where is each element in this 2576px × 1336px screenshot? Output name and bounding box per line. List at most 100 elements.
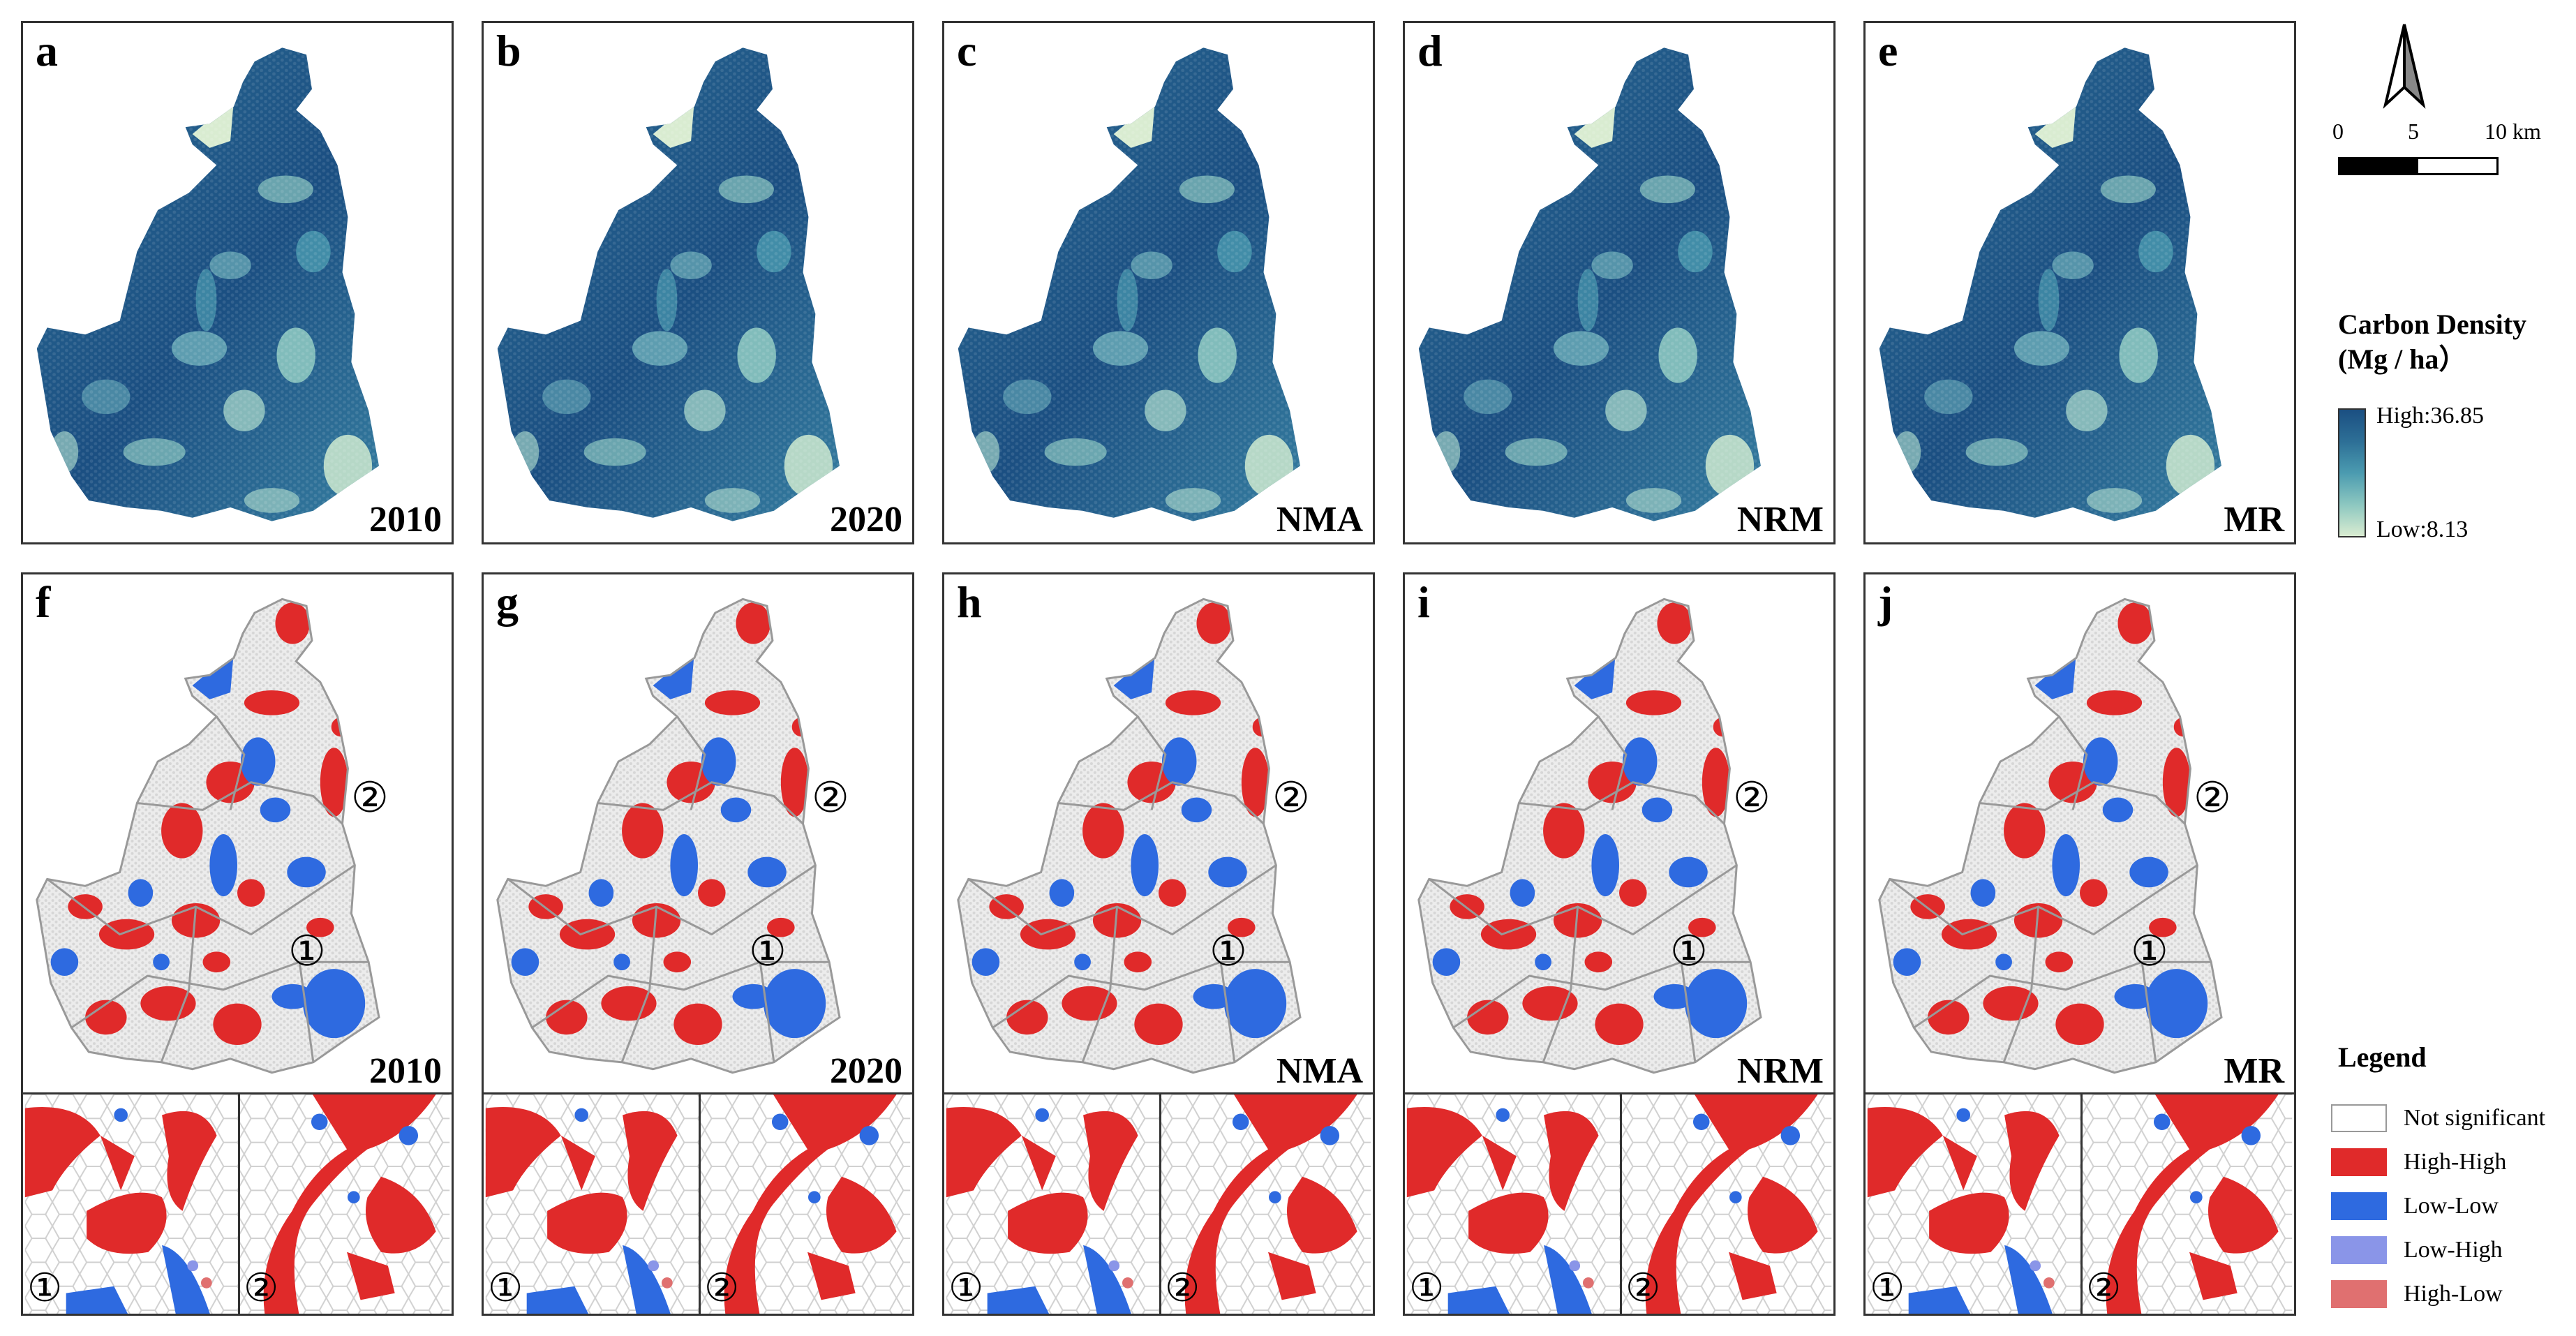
- scenario-label: NMA: [1276, 500, 1363, 540]
- zoom-inset-h: ① ②: [942, 1092, 1375, 1316]
- carbon-map: [1405, 23, 1833, 542]
- panel-letter: i: [1417, 577, 1430, 627]
- zoom-inset-i: ① ②: [1403, 1092, 1836, 1316]
- carbon-map: [484, 23, 912, 542]
- scenario-label: MR: [2224, 500, 2284, 540]
- panel-letter: f: [36, 577, 51, 627]
- panel-letter: c: [957, 26, 977, 75]
- lisa-map-panel-j: j MR ① ②: [1863, 572, 2296, 1096]
- zoom-label-1: ①: [488, 1266, 523, 1311]
- zone-marker-2: ②: [351, 773, 389, 822]
- zone-marker-2: ②: [2194, 773, 2231, 822]
- zoom-label-2: ②: [2086, 1266, 2122, 1311]
- north-arrow-icon: [2383, 24, 2426, 109]
- scenario-label: 2010: [369, 1051, 442, 1091]
- panel-letter: j: [1878, 577, 1893, 627]
- zoom-label-2: ②: [704, 1266, 740, 1311]
- panel-letter: g: [496, 577, 519, 627]
- zone-marker-2: ②: [1733, 773, 1771, 822]
- scale-mid: 5: [2408, 119, 2419, 144]
- scenario-label: MR: [2224, 1051, 2284, 1091]
- zone-marker-1: ①: [288, 927, 326, 976]
- zoom-divider: [1620, 1094, 1622, 1314]
- scenario-label: NRM: [1736, 500, 1824, 540]
- carbon-map: [944, 23, 1373, 542]
- lisa-map-panel-i: i NRM ① ②: [1403, 572, 1836, 1096]
- lisa-map: [944, 574, 1373, 1094]
- zoom-inset-g: ① ②: [482, 1092, 914, 1316]
- zoom-inset-f: ① ②: [21, 1092, 454, 1316]
- panel-letter: e: [1878, 26, 1898, 75]
- zoom-divider: [2080, 1094, 2083, 1314]
- scenario-label: 2020: [830, 500, 902, 540]
- lisa-map-panel-g: g 2020 ① ②: [482, 572, 914, 1096]
- scenario-label: 2020: [830, 1051, 902, 1091]
- zone-marker-2: ②: [812, 773, 849, 822]
- zone-marker-1: ①: [749, 927, 787, 976]
- carbon-low-label: Low:8.13: [2376, 517, 2469, 542]
- carbon-legend-title-line2: (Mg / ha）: [2338, 343, 2467, 375]
- zoom-label-1: ①: [1409, 1266, 1445, 1311]
- legend-item-high-low: High-Low: [2331, 1280, 2503, 1308]
- zoom-hex-pattern: [24, 1094, 450, 1314]
- zoom-hex-pattern: [946, 1094, 1371, 1314]
- carbon-map-panel-d: d NRM: [1403, 21, 1836, 544]
- lisa-map: [23, 574, 452, 1094]
- zoom-divider: [699, 1094, 701, 1314]
- lisa-map-panel-h: h NMA ① ②: [942, 572, 1375, 1096]
- panel-letter: h: [957, 577, 982, 627]
- zoom-label-1: ①: [27, 1266, 63, 1311]
- zoom-divider: [1159, 1094, 1161, 1314]
- panel-letter: a: [36, 26, 58, 75]
- scale-start: 0: [2332, 119, 2344, 144]
- carbon-color-ramp: [2338, 408, 2366, 537]
- scenario-label: 2010: [369, 500, 442, 540]
- carbon-map-panel-e: e MR: [1863, 21, 2296, 544]
- panel-letter: d: [1417, 26, 1443, 75]
- zoom-inset-j: ① ②: [1863, 1092, 2296, 1316]
- lisa-map: [1866, 574, 2294, 1094]
- carbon-map-panel-b: b 2020: [482, 21, 914, 544]
- zoom-label-1: ①: [948, 1266, 984, 1311]
- zoom-hex-pattern: [1406, 1094, 1832, 1314]
- carbon-map-panel-a: a 2010: [21, 21, 454, 544]
- legend-item-not-significant: Not significant: [2331, 1104, 2545, 1132]
- zoom-divider: [238, 1094, 240, 1314]
- carbon-legend-title: Carbon Density (Mg / ha）: [2338, 307, 2526, 377]
- zoom-label-1: ①: [1870, 1266, 1905, 1311]
- legend-label: High-High: [2404, 1149, 2507, 1175]
- legend-label: Low-Low: [2404, 1193, 2499, 1219]
- legend-item-low-low: Low-Low: [2331, 1192, 2499, 1220]
- legend-label: Low-High: [2404, 1237, 2503, 1263]
- carbon-map: [1866, 23, 2294, 542]
- zoom-label-2: ②: [1165, 1266, 1200, 1311]
- lisa-map: [1405, 574, 1833, 1094]
- panel-letter: b: [496, 26, 521, 75]
- zoom-hex-pattern: [1867, 1094, 2293, 1314]
- scale-bar: [2338, 157, 2499, 175]
- scale-end: 10 km: [2485, 119, 2541, 144]
- zone-marker-2: ②: [1272, 773, 1310, 822]
- legend-label: Not significant: [2404, 1105, 2546, 1131]
- legend-item-high-high: High-High: [2331, 1148, 2506, 1176]
- zoom-label-2: ②: [1625, 1266, 1661, 1311]
- swatch-high-high: [2331, 1148, 2387, 1176]
- carbon-map-panel-c: c NMA: [942, 21, 1375, 544]
- zone-marker-1: ①: [1670, 927, 1708, 976]
- lisa-map-panel-f: f 2010 ① ②: [21, 572, 454, 1096]
- carbon-map: [23, 23, 452, 542]
- lisa-map: [484, 574, 912, 1094]
- carbon-legend-title-line1: Carbon Density: [2338, 309, 2527, 340]
- legend-label: High-Low: [2404, 1281, 2503, 1307]
- swatch-not-significant: [2331, 1104, 2387, 1132]
- swatch-low-high: [2331, 1236, 2387, 1264]
- zone-marker-1: ①: [2131, 927, 2168, 976]
- scenario-label: NRM: [1736, 1051, 1824, 1091]
- carbon-high-label: High:36.85: [2376, 403, 2484, 429]
- zoom-label-2: ②: [244, 1266, 279, 1311]
- zone-marker-1: ①: [1209, 927, 1247, 976]
- lisa-legend-title: Legend: [2338, 1041, 2427, 1073]
- swatch-high-low: [2331, 1280, 2387, 1308]
- scenario-label: NMA: [1276, 1051, 1363, 1091]
- legend-item-low-high: Low-High: [2331, 1236, 2503, 1264]
